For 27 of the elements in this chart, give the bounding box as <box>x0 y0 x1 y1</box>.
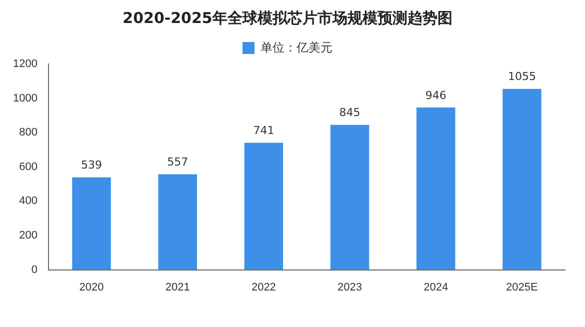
data-label: 741 <box>253 124 274 138</box>
y-tick-label: 800 <box>19 126 38 139</box>
data-label: 946 <box>425 88 446 102</box>
bar <box>416 108 456 270</box>
bar <box>158 174 197 270</box>
legend-label: 单位：亿美元 <box>260 40 332 54</box>
x-tick-label: 2022 <box>251 281 276 294</box>
x-tick-label: 2020 <box>79 281 104 294</box>
x-tick-label: 2024 <box>424 281 448 294</box>
y-tick-label: 200 <box>19 230 38 242</box>
y-tick-label: 1200 <box>12 58 38 70</box>
bar <box>502 88 542 270</box>
y-tick-label: 600 <box>19 160 38 173</box>
bar <box>244 142 284 270</box>
bar <box>330 124 370 270</box>
data-label: 1055 <box>508 70 536 84</box>
chart-title: 2020-2025年全球模拟芯片市场规模预测趋势图 <box>122 8 452 27</box>
y-tick-label: 1000 <box>12 92 38 104</box>
x-tick-label: 2021 <box>165 281 190 294</box>
data-label: 539 <box>81 158 102 172</box>
data-label: 845 <box>339 106 360 120</box>
bar <box>72 177 111 270</box>
x-tick-label: 2023 <box>338 281 362 294</box>
x-tick-label: 2025E <box>506 281 538 294</box>
data-label: 557 <box>167 156 188 169</box>
y-tick-label: 400 <box>19 195 38 208</box>
y-tick-label: 0 <box>31 264 38 276</box>
